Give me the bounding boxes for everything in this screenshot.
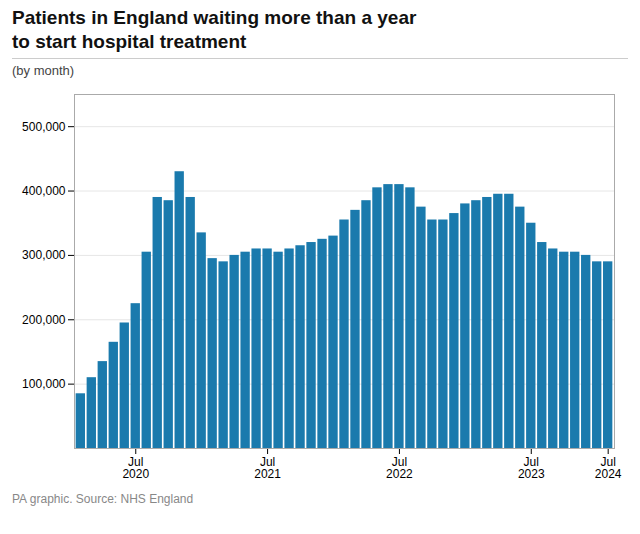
- svg-text:300,000: 300,000: [22, 248, 66, 262]
- html-text:PA graphic. Source: NHS Englan: PA graphic. Source: NHS England: [12, 491, 194, 506]
- svg-text:400,000: 400,000: [22, 183, 66, 197]
- html-text:(by month): (by month): [12, 62, 75, 78]
- svg-text:Jul2021: Jul2021: [254, 455, 281, 481]
- svg-text:Jul2020: Jul2020: [122, 455, 149, 481]
- svg-text:100,000: 100,000: [22, 376, 66, 390]
- svg-text:Jul2024: Jul2024: [595, 455, 622, 481]
- svg-text:Jul2022: Jul2022: [386, 455, 413, 481]
- html-text:Patients in England waiting mo: Patients in England waiting more than a …: [12, 7, 417, 52]
- svg-text:Jul2023: Jul2023: [518, 455, 545, 481]
- svg-text:200,000: 200,000: [22, 312, 66, 326]
- svg-text:500,000: 500,000: [22, 119, 66, 133]
